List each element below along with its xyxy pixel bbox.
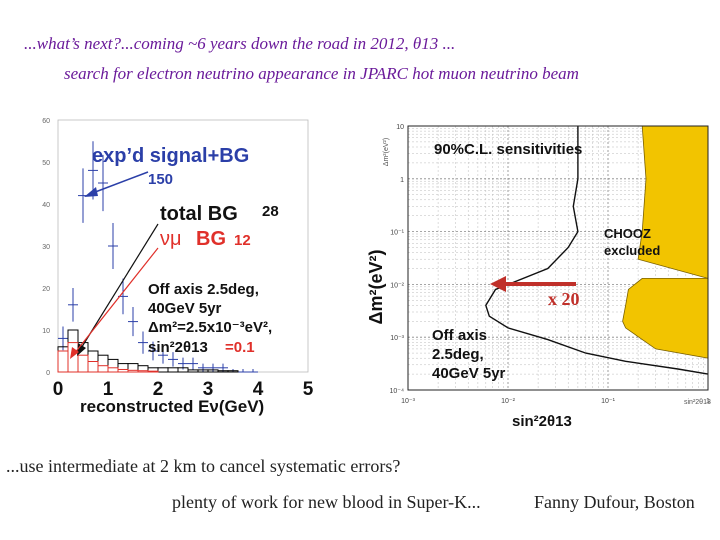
sin2theta-value: =0.1	[225, 339, 255, 356]
offaxis-angle-text: 2.5deg,	[432, 346, 484, 363]
footer-note-new-blood: plenty of work for new blood in Super-K.…	[172, 492, 481, 512]
footer-note-systematics: ...use intermediate at 2 km to cancel sy…	[6, 456, 401, 476]
x-tick-label: 10⁻³	[401, 398, 415, 405]
total-bg-arrow-head	[77, 343, 86, 356]
y-tick-label: 50	[42, 160, 50, 167]
improvement-factor: x 20	[548, 289, 580, 309]
sin2theta-text: sin²2θ13	[148, 339, 208, 356]
x-tick-label: 10⁻²	[501, 398, 515, 405]
offaxis-text: Off axis	[432, 327, 487, 344]
y-tick-label: 10⁻¹	[390, 230, 404, 237]
x-tick-label: 1	[706, 398, 710, 405]
chooz-excluded-region	[622, 125, 709, 359]
x-tick-label: 3	[203, 379, 214, 400]
y-tick-label: 60	[42, 118, 50, 125]
signal-arrow	[89, 171, 149, 195]
total-bg-arrow	[79, 223, 159, 351]
numu-bg-count: 12	[234, 232, 251, 249]
y-tick-label: 10⁻³	[390, 335, 404, 342]
numu-arrow-head	[70, 347, 79, 359]
y-tick-label: 10⁻²	[390, 282, 404, 289]
total-bg-count: 28	[262, 203, 279, 220]
spectrum-plot-frame	[57, 119, 309, 373]
offaxis-text: Off axis 2.5deg,	[148, 281, 259, 298]
total-bg-label: total BG	[160, 203, 238, 225]
corner-x-label: sin²2θ13	[684, 399, 711, 406]
y-tick-label: 20	[42, 286, 50, 293]
x-tick-label: 2	[153, 379, 164, 400]
y-tick-label: 1	[400, 177, 404, 184]
x-tick-label: 1	[103, 379, 114, 400]
numu-label: νμ	[160, 228, 182, 250]
dm2-text: Δm²=2.5x10⁻³eV²,	[148, 319, 272, 336]
exposure-text: 40GeV 5yr	[432, 365, 506, 382]
chooz-excluded-label: excluded	[604, 243, 660, 258]
x-tick-label: 5	[303, 379, 314, 400]
numu-arrow	[73, 247, 159, 355]
sensitivity-chart: Δm²(eV²) Δm²(eV²) 10⁻³ 10⁻² 10⁻¹ 1 10⁻⁴ 10⁻³ 1…	[366, 124, 711, 430]
signal-label: exp’d signal+BG	[92, 145, 249, 167]
numu-bg-label: BG	[196, 228, 226, 250]
improvement-arrow-head	[490, 276, 506, 292]
sensitivity-y-axis-label: Δm²(eV²)	[366, 250, 386, 325]
sensitivity-plot-frame	[407, 125, 709, 391]
total-bg-bin	[227, 370, 239, 373]
slide-title-line1: ...what’s next?...coming ~6 years down t…	[24, 34, 456, 53]
slide-title-line2: search for electron neutrino appearance …	[64, 64, 579, 83]
signal-count: 150	[148, 171, 173, 188]
x-tick-label: 0	[53, 379, 64, 400]
signal-arrow-head	[84, 187, 98, 197]
y-tick-label: 40	[42, 202, 50, 209]
y-tick-label: 30	[42, 244, 50, 251]
exposure-text: 40GeV 5yr	[148, 300, 222, 317]
y-tick-label: 10	[396, 124, 404, 131]
x-tick-label: 10⁻¹	[601, 398, 615, 405]
chooz-label: CHOOZ	[604, 226, 651, 241]
sensitivity-x-axis-label: sin²2θ13	[512, 413, 572, 430]
corner-y-label: Δm²(eV²)	[383, 138, 390, 166]
y-tick-label: 10⁻⁴	[390, 388, 405, 395]
author-credit: Fanny Dufour, Boston	[534, 492, 695, 512]
y-tick-label: 10	[42, 328, 50, 335]
sensitivity-curve	[485, 126, 709, 375]
sensitivity-title: 90%C.L. sensitivities	[434, 141, 582, 158]
spectrum-x-axis-label: reconstructed Eν(GeV)	[80, 397, 264, 416]
x-tick-label: 4	[253, 379, 264, 400]
y-tick-label: 0	[46, 370, 50, 377]
numu-bg-bin	[147, 370, 159, 373]
